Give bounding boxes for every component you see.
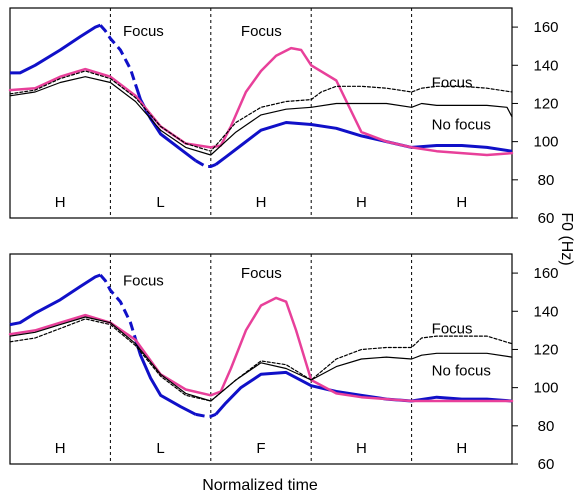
annotation-label: No focus [432,362,491,379]
segment-label: H [256,194,267,211]
y-tick-label: 120 [533,341,558,358]
segment-label: H [356,440,367,457]
series-1-line-solid-part [214,370,513,416]
series-1-line-dashed-part [99,24,137,85]
x-axis-title: Normalized time [202,477,318,494]
annotation-label: Focus [123,23,164,40]
series-1-line-solid-part [214,121,513,166]
y-tick-label: 120 [533,95,558,112]
segment-label: H [456,194,467,211]
segment-label: H [55,194,66,211]
series-2-line [8,296,514,403]
series-1-line-dashed-part [194,159,217,168]
segment-label: H [55,440,66,457]
panel-frame [9,7,513,219]
y-tick-label: 80 [538,172,555,189]
series-1-line-solid-part [134,83,197,162]
series-1-line-solid-part [10,23,101,75]
segment-label: H [456,440,467,457]
series-1-line-solid-part [134,338,197,416]
annotation-label: Focus [241,23,282,40]
panel-frame [9,253,513,465]
series-3-line [9,70,513,152]
y-tick-label: 60 [538,210,555,227]
panel-2: 60 80 100 120 140 160 H L F H H Focus Focus Focus No f… [8,253,559,473]
series-1-line-solid-part [9,273,101,327]
segment-label: L [156,440,164,457]
series-2-line [8,46,514,157]
panel-1: 60 80 100 120 140 160 H L H H H Focus Focus Focus No f… [8,7,559,227]
annotation-label: Focus [241,265,282,282]
series-1-line-dashed-part [99,274,137,340]
segment-label: F [256,440,265,457]
annotation-label: Focus [432,74,473,91]
series-1-line-dashed-part [195,412,217,418]
y-tick-label: 160 [533,19,558,36]
y-tick-label: 100 [533,380,558,397]
y-tick-label: 140 [533,303,558,320]
segment-label: L [156,194,164,211]
series-3-line [9,318,513,402]
series-4-line [9,76,513,156]
annotation-label: Focus [432,320,473,337]
y-tick-label: 140 [533,57,558,74]
y-tick-label: 160 [533,265,558,282]
y-tick-label: 80 [538,418,555,435]
y-axis-title: F0 (Hz) [558,212,575,265]
y-tick-label: 100 [533,134,558,151]
segment-label: H [356,194,367,211]
annotation-label: Focus [123,273,164,290]
annotation-label: No focus [432,116,491,133]
y-tick-label: 60 [538,456,555,473]
series-4-line [9,316,513,402]
